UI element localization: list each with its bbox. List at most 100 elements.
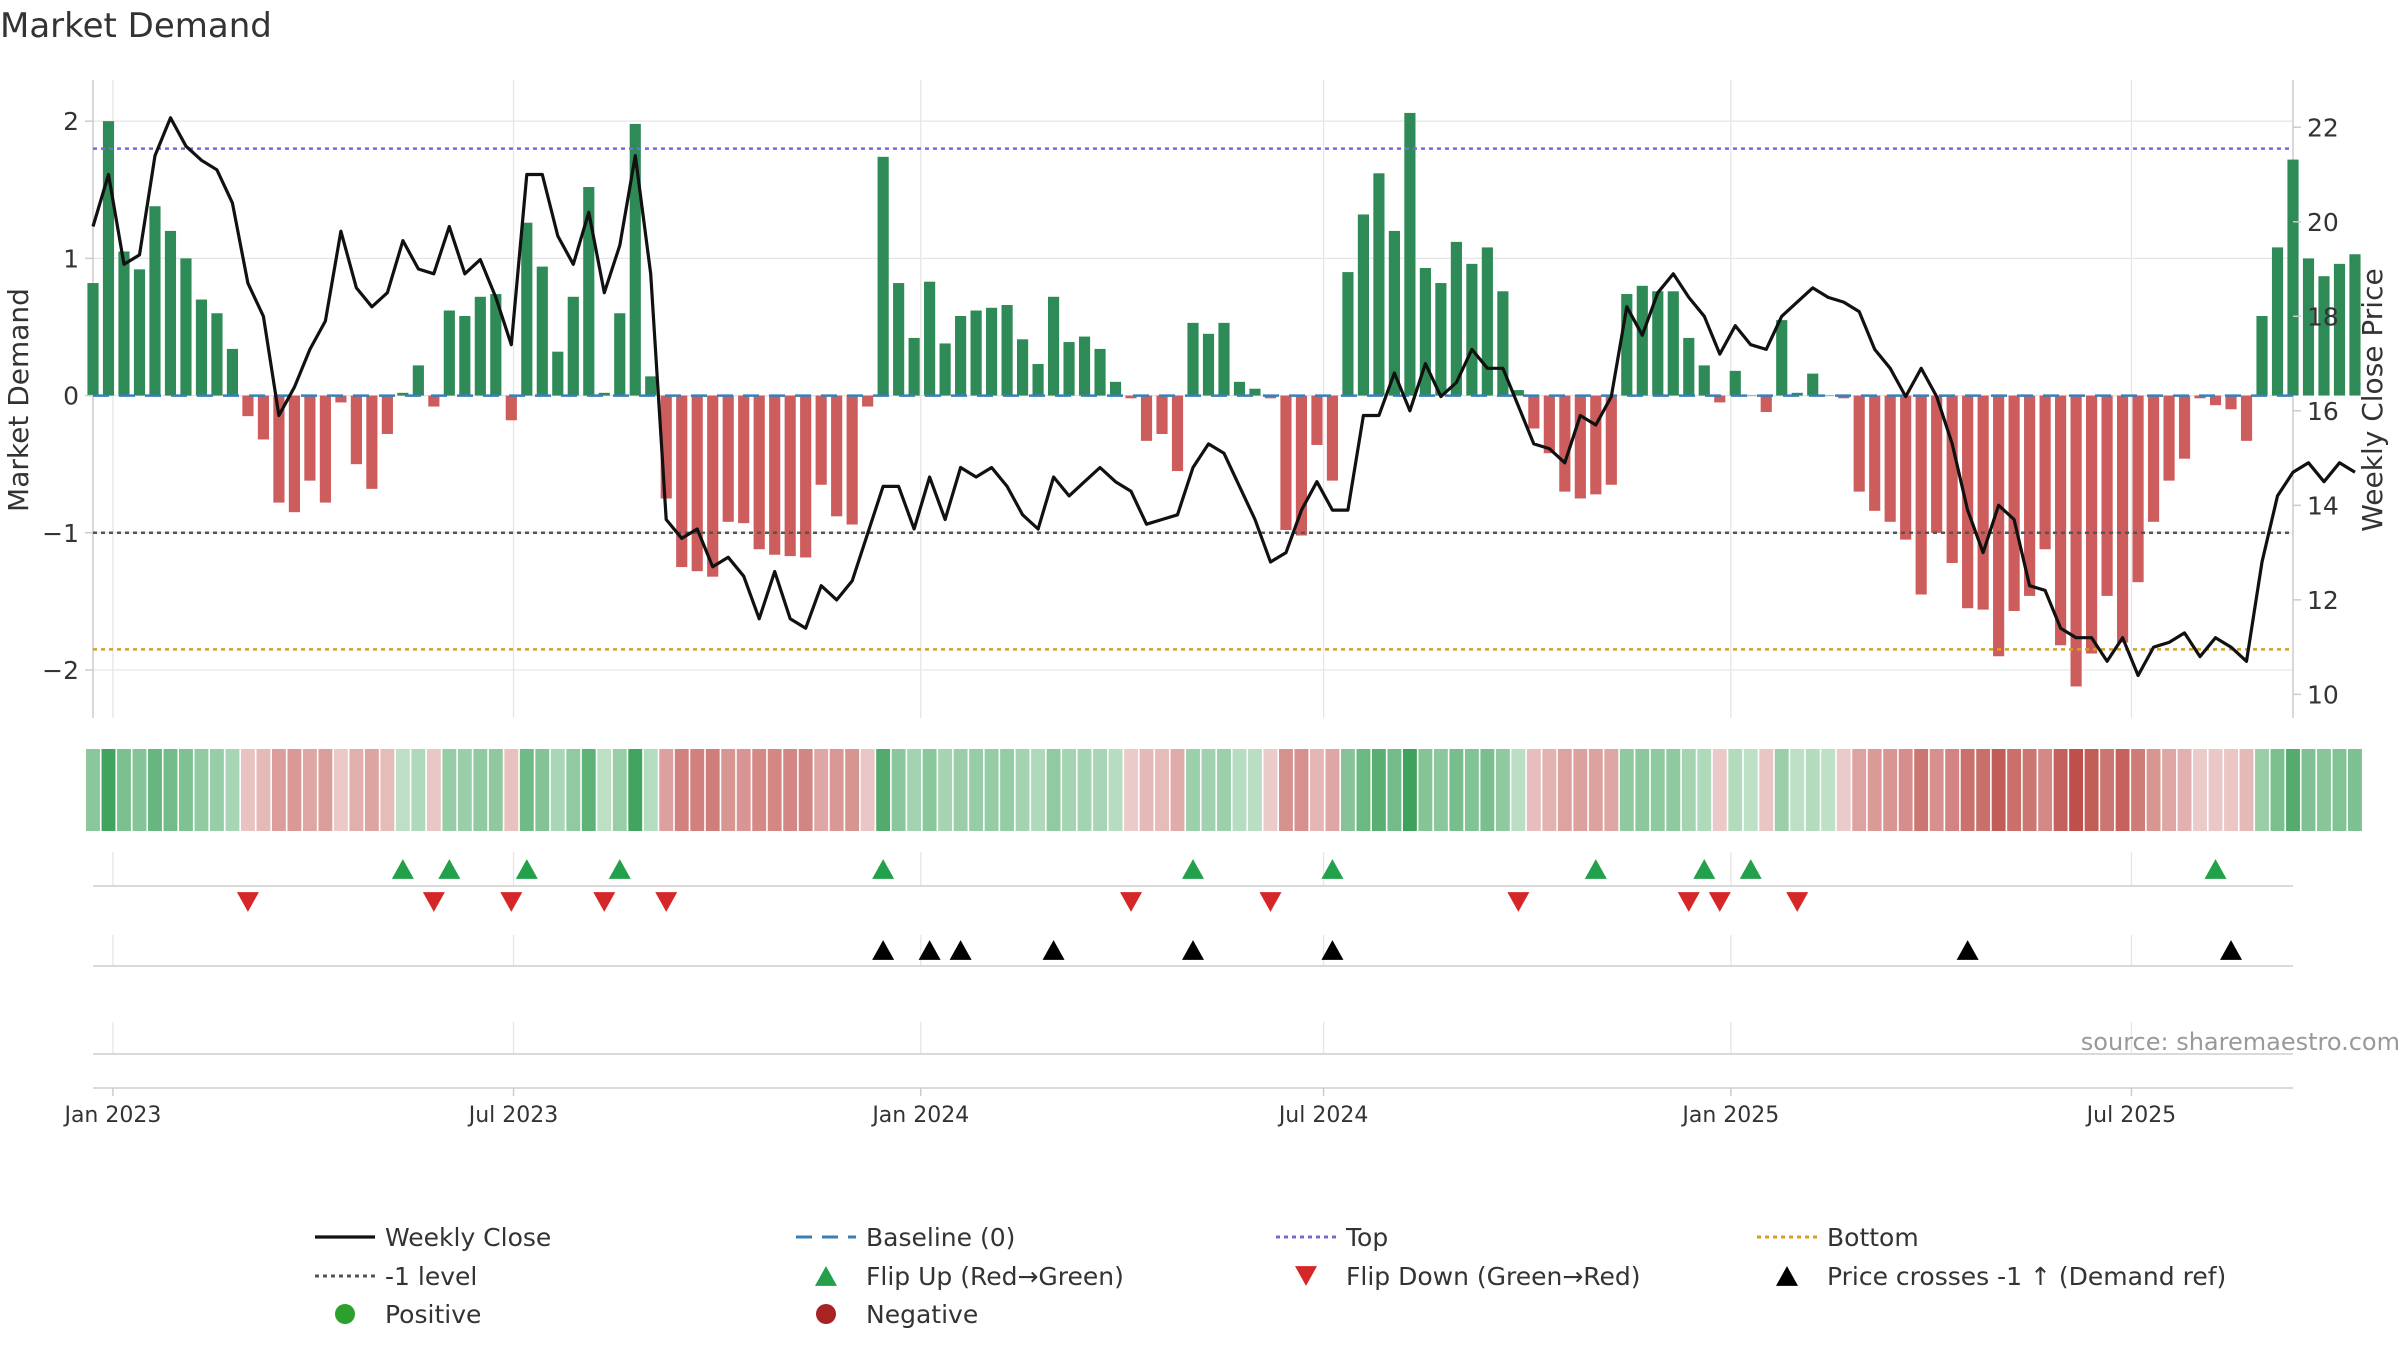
- x-tick-label: Jan 2023: [62, 1103, 161, 1128]
- demand-bar: [536, 266, 548, 396]
- demand-bar: [1078, 336, 1091, 396]
- flip-up-marker: [1321, 859, 1344, 879]
- flip-down-marker: [1708, 892, 1731, 912]
- heat-cell: [1000, 749, 1015, 831]
- flip-up-marker: [2204, 859, 2227, 879]
- flip-down-marker: [1677, 892, 1700, 912]
- heat-cell: [597, 749, 612, 831]
- legend-item: Weekly Close: [315, 1223, 551, 1252]
- heat-cell: [829, 749, 844, 831]
- demand-bar: [102, 121, 115, 396]
- heat-cell: [891, 749, 906, 831]
- heat-cell: [1604, 749, 1619, 831]
- heat-cell: [566, 749, 581, 831]
- heat-cell: [922, 749, 937, 831]
- demand-bar: [2147, 395, 2160, 522]
- demand-bar: [2333, 263, 2346, 396]
- demand-bar: [614, 313, 626, 396]
- demand-bar: [1512, 390, 1524, 396]
- demand-bar: [2271, 247, 2284, 396]
- demand-bar: [1280, 395, 1292, 531]
- heat-cell: [984, 749, 999, 831]
- demand-bar: [474, 296, 486, 396]
- heat-cell: [1402, 749, 1417, 831]
- weekly-close-line: [91, 116, 2356, 678]
- legend-item: Baseline (0): [796, 1223, 1015, 1252]
- demand-bar: [2240, 395, 2253, 441]
- demand-bar: [1295, 395, 1308, 536]
- demand-bar: [1249, 388, 1261, 396]
- flip-up-marker: [608, 859, 631, 879]
- heat-cell: [938, 749, 953, 831]
- flip-down-marker: [1120, 892, 1143, 912]
- heat-cell: [550, 749, 565, 831]
- demand-bar: [970, 310, 982, 396]
- heat-cell: [2208, 749, 2223, 831]
- heat-cell: [814, 749, 829, 831]
- demand-bar: [1931, 395, 1943, 533]
- price-cross-marker: [1042, 940, 1065, 960]
- demand-bar: [1838, 395, 1850, 399]
- demand-bar: [2318, 276, 2330, 396]
- demand-bar: [1993, 395, 2005, 657]
- heat-cell: [1666, 749, 1681, 831]
- demand-bar: [1497, 291, 1509, 396]
- heat-cell: [1124, 749, 1138, 831]
- heat-cell: [1495, 749, 1510, 831]
- demand-bar: [211, 313, 223, 396]
- demand-bar: [2086, 395, 2098, 654]
- legend: Weekly Close Baseline (0) Top Bottom -1 leve…: [315, 1223, 2226, 1329]
- legend-label: Flip Down (Green→Red): [1346, 1262, 1641, 1291]
- heat-cell: [519, 749, 534, 831]
- heat-cell: [1867, 749, 1882, 831]
- heat-cell: [1743, 749, 1758, 831]
- legend-label: Top: [1345, 1223, 1388, 1252]
- bottom-empty-panel: [93, 1022, 2293, 1055]
- heat-cell: [783, 749, 798, 831]
- legend-triangle-up-icon: [1776, 1266, 1798, 1286]
- heat-cell: [2286, 749, 2300, 831]
- right-tick-label: 18: [2307, 302, 2339, 331]
- demand-bar: [1450, 241, 1462, 396]
- demand-bar: [1900, 395, 1912, 540]
- demand-bar: [1853, 395, 1865, 492]
- heat-cell: [1077, 749, 1092, 831]
- demand-bar: [490, 294, 502, 396]
- flip-up-marker: [872, 859, 895, 879]
- heat-cell: [1046, 749, 1061, 831]
- heat-cell: [1619, 749, 1634, 831]
- demand-bar: [1404, 112, 1416, 396]
- heat-cell: [302, 749, 317, 831]
- heat-cell: [628, 749, 643, 831]
- price-series: [91, 116, 2356, 678]
- legend-item: Flip Up (Red→Green): [815, 1262, 1124, 1291]
- heat-cell: [1805, 749, 1820, 831]
- demand-bar: [1574, 395, 1586, 499]
- legend-item: Bottom: [1757, 1223, 1919, 1252]
- demand-bar: [1202, 333, 1215, 396]
- heat-cell: [364, 749, 379, 831]
- heat-cell: [1774, 749, 1789, 831]
- flip-down-marker: [236, 892, 259, 912]
- legend-item: Negative: [816, 1300, 978, 1329]
- demand-bar: [986, 307, 998, 396]
- legend-item: Flip Down (Green→Red): [1295, 1262, 1641, 1291]
- demand-bar: [1946, 395, 1958, 563]
- flip-up-marker: [1182, 859, 1204, 879]
- heat-cell: [1217, 749, 1231, 831]
- right-tick-label: 14: [2307, 491, 2339, 520]
- demand-bar: [1559, 395, 1571, 492]
- heat-cell: [1279, 749, 1293, 831]
- demand-bar: [1001, 305, 1013, 396]
- heat-cell: [488, 749, 503, 831]
- heat-cell: [457, 749, 472, 831]
- price-cross-marker: [1956, 940, 1979, 960]
- heat-cell: [1728, 749, 1743, 831]
- left-axis-ticks: −2 −1 0 1 2: [42, 107, 93, 685]
- heat-cell: [1821, 749, 1836, 831]
- flip-down-marker: [655, 892, 678, 912]
- flip-up-marker: [438, 859, 461, 879]
- x-tick-label: Jul 2024: [1277, 1103, 1369, 1128]
- legend-label: Bottom: [1827, 1223, 1919, 1252]
- demand-bar: [164, 230, 177, 396]
